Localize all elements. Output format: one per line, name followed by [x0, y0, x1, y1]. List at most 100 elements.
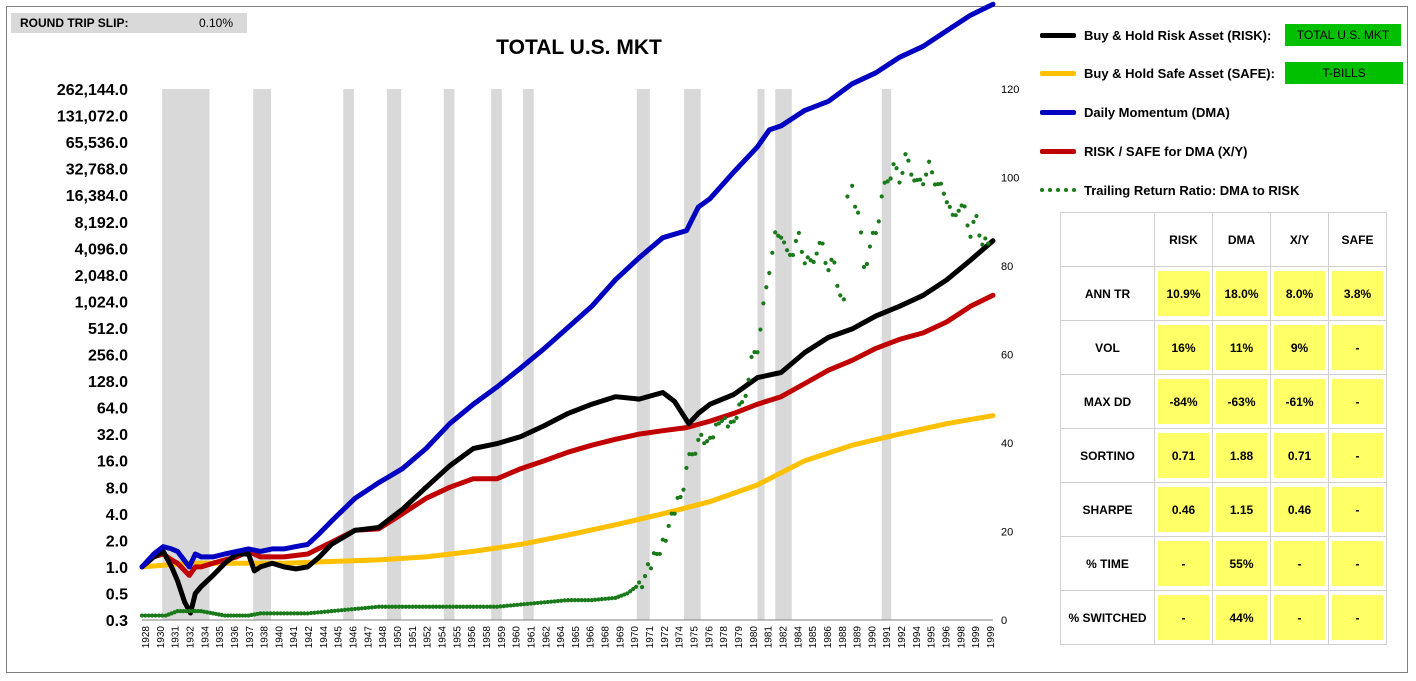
- ratio-point: [265, 611, 270, 616]
- x-tick-label: 1972: [660, 626, 671, 649]
- ratio-point: [873, 230, 878, 236]
- ratio-point: [342, 607, 348, 612]
- stats-row-pct-time: % TIME - 55% - -: [1060, 536, 1387, 591]
- x-tick-label: 1946: [349, 626, 360, 649]
- row-label: SORTINO: [1060, 428, 1155, 483]
- ratio-point: [968, 234, 973, 239]
- x-tick-label: 1948: [378, 626, 389, 649]
- ratio-point: [461, 604, 466, 609]
- stat-cell: -: [1332, 487, 1383, 532]
- ratio-point: [400, 604, 405, 609]
- ratio-point: [906, 158, 911, 163]
- stats-row-sortino: SORTINO 0.71 1.88 0.71 -: [1060, 428, 1387, 483]
- legend-xy: RISK / SAFE for DMA (X/Y): [1040, 140, 1247, 162]
- x-tick-label: 1999: [971, 626, 982, 649]
- ratio-point: [153, 613, 158, 618]
- ratio-point: [858, 230, 864, 235]
- y2-tick-label: 60: [1001, 350, 1013, 362]
- ratio-point: [545, 599, 550, 605]
- row-label: % SWITCHED: [1060, 590, 1155, 645]
- legend-safe: Buy & Hold Safe Asset (SAFE):: [1040, 62, 1275, 84]
- x-tick-label: 1982: [778, 626, 789, 649]
- ratio-point: [231, 613, 236, 618]
- ratio-point: [322, 609, 327, 614]
- y-tick-label: 64.0: [97, 401, 128, 418]
- ratio-point: [474, 604, 479, 609]
- ratio-point: [237, 613, 242, 618]
- ratio-point: [879, 194, 884, 199]
- ratio-point: [427, 604, 432, 609]
- ratio-point: [755, 350, 760, 355]
- ratio-point: [271, 611, 276, 616]
- ratio-point: [569, 597, 574, 603]
- ratio-point: [725, 424, 730, 429]
- ratio-point: [586, 597, 591, 603]
- ratio-point: [275, 611, 280, 616]
- ratio-point: [494, 604, 500, 609]
- ratio-point: [962, 204, 967, 209]
- x-tick-label: 1998: [956, 626, 967, 649]
- x-tick-label: 1992: [897, 626, 908, 649]
- ratio-point: [909, 172, 914, 177]
- ratio-point: [582, 597, 588, 603]
- ratio-point: [518, 602, 523, 607]
- x-tick-label: 1959: [497, 626, 508, 649]
- series-line-risk: [139, 238, 996, 616]
- ratio-point: [696, 437, 701, 443]
- ratio-point: [225, 613, 230, 618]
- legend-safe-label: Buy & Hold Safe Asset (SAFE):: [1084, 65, 1275, 81]
- x-tick-label: 1979: [734, 626, 745, 649]
- x-tick-label: 1960: [512, 626, 523, 649]
- ratio-point: [281, 611, 287, 616]
- ratio-point: [767, 270, 772, 276]
- ratio-point: [903, 152, 908, 157]
- ratio-point: [829, 257, 834, 262]
- ratio-point: [379, 604, 385, 609]
- ratio-point: [814, 251, 819, 256]
- ratio-point: [471, 604, 476, 609]
- ratio-point: [593, 597, 598, 602]
- ratio-point: [579, 597, 584, 603]
- y-tick-label: 131,072.0: [57, 109, 128, 126]
- ratio-point: [761, 301, 766, 306]
- ratio-point: [716, 421, 722, 426]
- ratio-point: [511, 603, 517, 608]
- ratio-point: [535, 600, 540, 606]
- ratio-point: [678, 494, 683, 500]
- x-tick-label: 1990: [867, 626, 878, 649]
- ratio-point: [845, 194, 850, 199]
- ratio-point: [156, 613, 162, 618]
- ratio-point: [552, 599, 557, 604]
- x-tick-label: 1947: [363, 626, 374, 649]
- ratio-point: [974, 213, 979, 219]
- ratio-point: [606, 596, 611, 601]
- ratio-point: [625, 591, 630, 596]
- stats-corner: [1060, 212, 1155, 267]
- ratio-point: [924, 172, 929, 177]
- slip-value: 0.10%: [199, 16, 234, 30]
- ratio-point: [528, 601, 533, 606]
- ratio-point: [423, 604, 429, 609]
- ratio-point: [752, 350, 757, 355]
- stat-cell: 16%: [1158, 325, 1209, 370]
- ratio-point: [684, 465, 689, 471]
- ratio-point: [965, 223, 970, 228]
- y2-tick-label: 100: [1001, 173, 1019, 185]
- ratio-point: [702, 441, 707, 446]
- ratio-point: [749, 354, 754, 360]
- ratio-point: [790, 252, 796, 258]
- ratio-point: [184, 609, 189, 614]
- x-tick-label: 1936: [230, 626, 241, 649]
- ratio-point: [576, 597, 581, 603]
- stat-cell: 1.88: [1216, 433, 1267, 478]
- ratio-point: [811, 259, 816, 265]
- shaded-period: [636, 89, 650, 620]
- ratio-point: [781, 240, 787, 245]
- ratio-point: [410, 604, 415, 609]
- ratio-point: [734, 415, 739, 420]
- risk-asset-tag: TOTAL U.S. MKT: [1285, 24, 1401, 46]
- ratio-point: [515, 602, 520, 607]
- shaded-period: [253, 89, 272, 620]
- ratio-point: [312, 610, 317, 615]
- x-tick-label: 1984: [793, 626, 804, 649]
